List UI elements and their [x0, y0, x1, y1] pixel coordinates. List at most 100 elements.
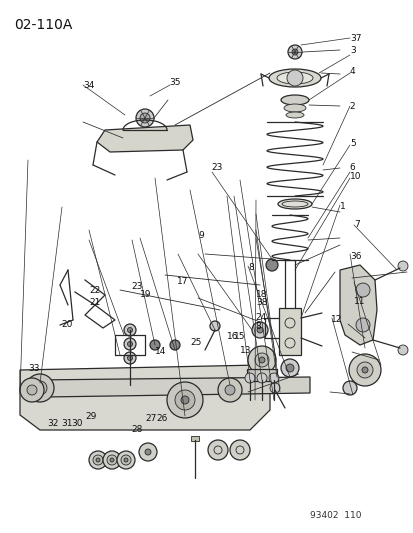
Circle shape	[286, 70, 302, 86]
Circle shape	[218, 378, 242, 402]
Circle shape	[124, 338, 136, 350]
Circle shape	[175, 390, 195, 410]
Ellipse shape	[285, 112, 303, 118]
Text: 33: 33	[28, 365, 40, 373]
Circle shape	[127, 342, 132, 346]
Ellipse shape	[277, 199, 311, 209]
Circle shape	[397, 261, 407, 271]
Text: 31: 31	[61, 419, 73, 428]
Text: 1: 1	[339, 203, 344, 211]
Text: 02-110A: 02-110A	[14, 18, 72, 32]
Text: 37: 37	[349, 34, 361, 43]
Circle shape	[244, 373, 254, 383]
Text: 29: 29	[85, 413, 96, 421]
Bar	[190, 435, 199, 440]
Circle shape	[224, 385, 235, 395]
Circle shape	[266, 259, 277, 271]
Circle shape	[269, 383, 279, 393]
Circle shape	[89, 451, 107, 469]
Circle shape	[139, 443, 157, 461]
Text: 32: 32	[47, 419, 59, 428]
Circle shape	[103, 451, 121, 469]
Ellipse shape	[280, 95, 308, 105]
Text: 2: 2	[349, 102, 355, 111]
Text: 4: 4	[349, 68, 355, 76]
Circle shape	[287, 45, 301, 59]
Text: 17: 17	[177, 277, 188, 286]
Ellipse shape	[283, 104, 305, 112]
Text: 5: 5	[349, 140, 355, 148]
Text: 8: 8	[255, 322, 261, 330]
Text: 21: 21	[89, 298, 100, 307]
Text: 14: 14	[155, 348, 166, 356]
Circle shape	[117, 451, 135, 469]
Circle shape	[285, 364, 293, 372]
Text: 30: 30	[71, 419, 83, 428]
Circle shape	[127, 327, 132, 333]
Text: 16: 16	[226, 333, 238, 341]
Text: 28: 28	[131, 425, 142, 433]
Text: 20: 20	[61, 320, 72, 328]
Circle shape	[107, 455, 117, 465]
Text: 27: 27	[145, 414, 157, 423]
Text: 25: 25	[190, 338, 201, 346]
Bar	[247, 369, 276, 381]
Text: 34: 34	[83, 81, 94, 90]
Circle shape	[121, 455, 131, 465]
Circle shape	[127, 356, 132, 360]
Circle shape	[361, 367, 367, 373]
Circle shape	[166, 382, 202, 418]
Circle shape	[207, 440, 228, 460]
Text: 26: 26	[156, 414, 167, 423]
Circle shape	[355, 283, 369, 297]
Polygon shape	[97, 125, 192, 152]
Text: 24: 24	[255, 313, 266, 321]
Polygon shape	[20, 365, 269, 430]
Text: 3: 3	[349, 46, 355, 55]
Ellipse shape	[268, 69, 320, 87]
Text: 6: 6	[349, 164, 355, 172]
Text: 23: 23	[211, 164, 222, 172]
Circle shape	[291, 49, 297, 55]
Circle shape	[230, 440, 249, 460]
Circle shape	[348, 354, 380, 386]
Circle shape	[124, 352, 136, 364]
Text: 15: 15	[233, 333, 245, 341]
Polygon shape	[339, 265, 376, 345]
Text: 18: 18	[255, 290, 267, 298]
Circle shape	[136, 109, 154, 127]
Circle shape	[37, 385, 43, 391]
Text: 9: 9	[198, 231, 204, 240]
Circle shape	[27, 385, 37, 395]
Circle shape	[355, 318, 369, 332]
Bar	[278, 308, 300, 355]
Circle shape	[209, 321, 219, 331]
Text: 93402  110: 93402 110	[309, 511, 361, 520]
Circle shape	[140, 113, 150, 123]
Circle shape	[96, 458, 100, 462]
Text: 22: 22	[89, 286, 100, 295]
Circle shape	[254, 353, 268, 367]
Circle shape	[280, 359, 298, 377]
Text: 10: 10	[349, 173, 361, 181]
Text: 8: 8	[248, 263, 254, 272]
Circle shape	[247, 346, 275, 374]
Text: 36: 36	[349, 253, 361, 261]
Circle shape	[20, 378, 44, 402]
Circle shape	[110, 458, 114, 462]
Circle shape	[256, 327, 262, 333]
Circle shape	[124, 324, 136, 336]
Circle shape	[342, 381, 356, 395]
Text: 38: 38	[255, 298, 267, 307]
Circle shape	[397, 345, 407, 355]
Circle shape	[268, 373, 278, 383]
Text: 35: 35	[169, 78, 181, 87]
Polygon shape	[35, 377, 309, 397]
Text: 11: 11	[353, 297, 365, 305]
Circle shape	[150, 340, 159, 350]
Circle shape	[252, 322, 267, 338]
Ellipse shape	[276, 72, 312, 84]
Circle shape	[33, 381, 47, 395]
Circle shape	[259, 357, 264, 363]
Text: 12: 12	[330, 316, 342, 324]
